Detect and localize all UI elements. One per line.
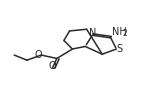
Text: O: O	[35, 50, 42, 60]
Text: S: S	[116, 44, 122, 54]
Text: N: N	[89, 28, 96, 38]
Text: NH: NH	[112, 27, 126, 37]
Text: O: O	[48, 61, 56, 71]
Text: 2: 2	[123, 29, 127, 38]
